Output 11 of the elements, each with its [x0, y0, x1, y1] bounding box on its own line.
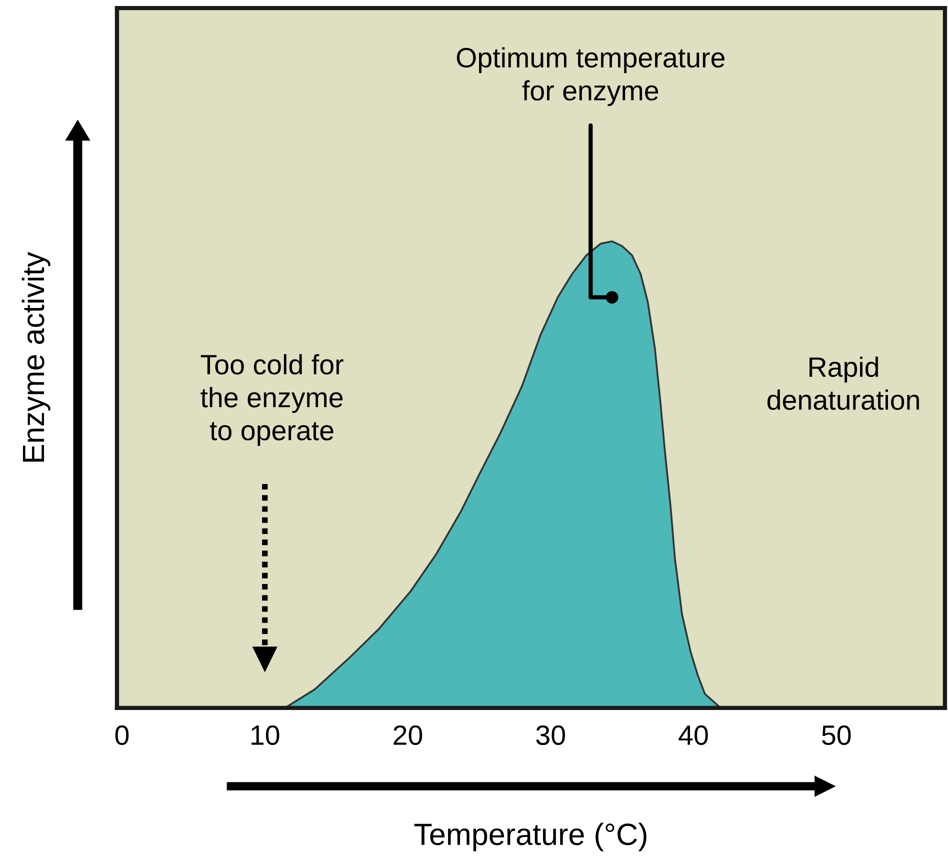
x-axis-title: Temperature (°C): [414, 822, 646, 852]
annotation: Rapid denaturation: [767, 356, 919, 410]
x-tick-label: 20: [394, 725, 422, 746]
x-tick-label: 10: [252, 725, 280, 746]
x-tick-label: 50: [822, 725, 851, 746]
y-axis-title: Enzyme activity: [22, 252, 50, 462]
x-tick-label: 30: [536, 725, 565, 746]
x-tick-label: 0: [115, 725, 129, 746]
x-tick-label: 40: [678, 725, 708, 746]
annotation: Too cold for the enzyme to operate: [200, 354, 344, 446]
annotation: Optimum temperature for enzyme: [456, 47, 724, 106]
